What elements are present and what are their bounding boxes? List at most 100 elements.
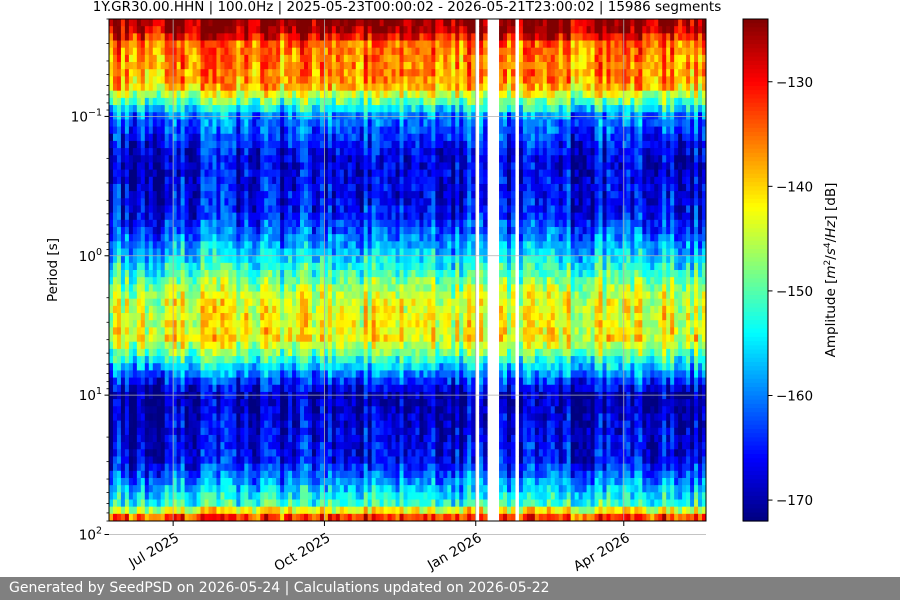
heatmap-cell — [308, 126, 313, 135]
heatmap-cell — [124, 291, 130, 300]
heatmap-cell — [284, 19, 289, 27]
heatmap-cell — [371, 377, 377, 386]
heatmap-cell — [208, 391, 213, 400]
heatmap-cell — [311, 449, 317, 457]
heatmap-cell — [204, 442, 209, 450]
heatmap-cell — [343, 140, 349, 149]
heatmap-cell — [371, 69, 377, 77]
heatmap-cell — [319, 169, 325, 178]
heatmap-cell — [256, 327, 261, 336]
heatmap-cell — [339, 327, 345, 336]
heatmap-cell — [264, 270, 269, 278]
heatmap-cell — [375, 291, 381, 300]
heatmap-cell — [379, 226, 385, 235]
heatmap-cell — [224, 442, 229, 450]
heatmap-cell — [260, 313, 265, 321]
heatmap-cell — [335, 83, 341, 92]
heatmap-cell — [339, 434, 345, 443]
heatmap-cell — [109, 327, 114, 336]
heatmap-cell — [128, 284, 134, 293]
heatmap-cell — [256, 255, 261, 264]
heatmap-cell — [280, 391, 285, 400]
heatmap-cell — [176, 463, 182, 472]
heatmap-cell — [128, 119, 134, 128]
heatmap-cell — [176, 506, 182, 515]
heatmap-cell — [164, 427, 170, 436]
heatmap-cell — [140, 54, 146, 63]
heatmap-cell — [363, 148, 369, 156]
heatmap-cell — [315, 327, 321, 336]
heatmap-cell — [244, 162, 249, 171]
heatmap-cell — [383, 255, 389, 264]
heatmap-cell — [300, 133, 305, 142]
heatmap-cell — [124, 47, 130, 56]
heatmap-cell — [284, 370, 289, 379]
heatmap-cell — [196, 334, 202, 343]
heatmap-cell — [112, 485, 118, 493]
heatmap-cell — [152, 298, 158, 307]
heatmap-cell — [232, 492, 237, 500]
heatmap-cell — [339, 126, 345, 135]
heatmap-cell — [184, 140, 190, 149]
heatmap-cell — [116, 470, 122, 479]
heatmap-cell — [188, 140, 194, 149]
heatmap-cell — [212, 90, 217, 99]
heatmap-cell — [116, 234, 122, 242]
heatmap-cell — [311, 406, 317, 414]
heatmap-cell — [152, 513, 158, 522]
heatmap-cell — [343, 456, 349, 465]
heatmap-cells — [109, 19, 707, 522]
heatmap-cell — [180, 262, 186, 271]
heatmap-cell — [300, 155, 305, 163]
heatmap-cell — [264, 219, 269, 228]
heatmap-cell — [375, 47, 381, 56]
heatmap-cell — [120, 356, 126, 364]
heatmap-cell — [351, 234, 357, 242]
heatmap-cell — [359, 148, 365, 156]
heatmap-cell — [260, 255, 265, 264]
heatmap-cell — [236, 348, 241, 357]
heatmap-cell — [220, 76, 225, 85]
heatmap-cell — [363, 277, 369, 285]
heatmap-cell — [284, 169, 289, 178]
heatmap-cell — [280, 298, 285, 307]
heatmap-cell — [315, 19, 321, 27]
heatmap-cell — [296, 241, 301, 249]
heatmap-cell — [232, 370, 237, 379]
heatmap-cell — [276, 485, 281, 493]
heatmap-cell — [351, 241, 357, 249]
heatmap-cell — [284, 248, 289, 257]
heatmap-cell — [379, 40, 385, 49]
heatmap-cell — [359, 248, 365, 257]
heatmap-cell — [331, 291, 337, 300]
heatmap-cell — [124, 320, 130, 328]
heatmap-cell — [300, 284, 305, 293]
heatmap-cell — [304, 434, 309, 443]
heatmap-cell — [272, 33, 277, 42]
heatmap-cell — [204, 62, 209, 70]
heatmap-cell — [144, 270, 150, 278]
heatmap-cell — [280, 463, 285, 472]
heatmap-cell — [272, 19, 277, 27]
heatmap-cell — [244, 26, 249, 34]
heatmap-cell — [212, 413, 217, 422]
heatmap-cell — [264, 198, 269, 206]
heatmap-cell — [311, 499, 317, 508]
heatmap-cell — [228, 241, 233, 249]
heatmap-cell — [363, 226, 369, 235]
heatmap-cell — [319, 513, 325, 522]
heatmap-cell — [292, 62, 297, 70]
heatmap-cell — [124, 406, 130, 414]
heatmap-cell — [280, 513, 285, 522]
heatmap-cell — [172, 406, 178, 414]
heatmap-cell — [304, 155, 309, 163]
heatmap-cell — [216, 219, 221, 228]
heatmap-cell — [288, 241, 293, 249]
heatmap-cell — [387, 499, 393, 508]
heatmap-cell — [109, 97, 114, 106]
heatmap-cell — [280, 76, 285, 85]
heatmap-cell — [160, 69, 166, 77]
heatmap-cell — [260, 348, 265, 357]
heatmap-cell — [200, 341, 206, 350]
heatmap-cell — [244, 492, 249, 500]
